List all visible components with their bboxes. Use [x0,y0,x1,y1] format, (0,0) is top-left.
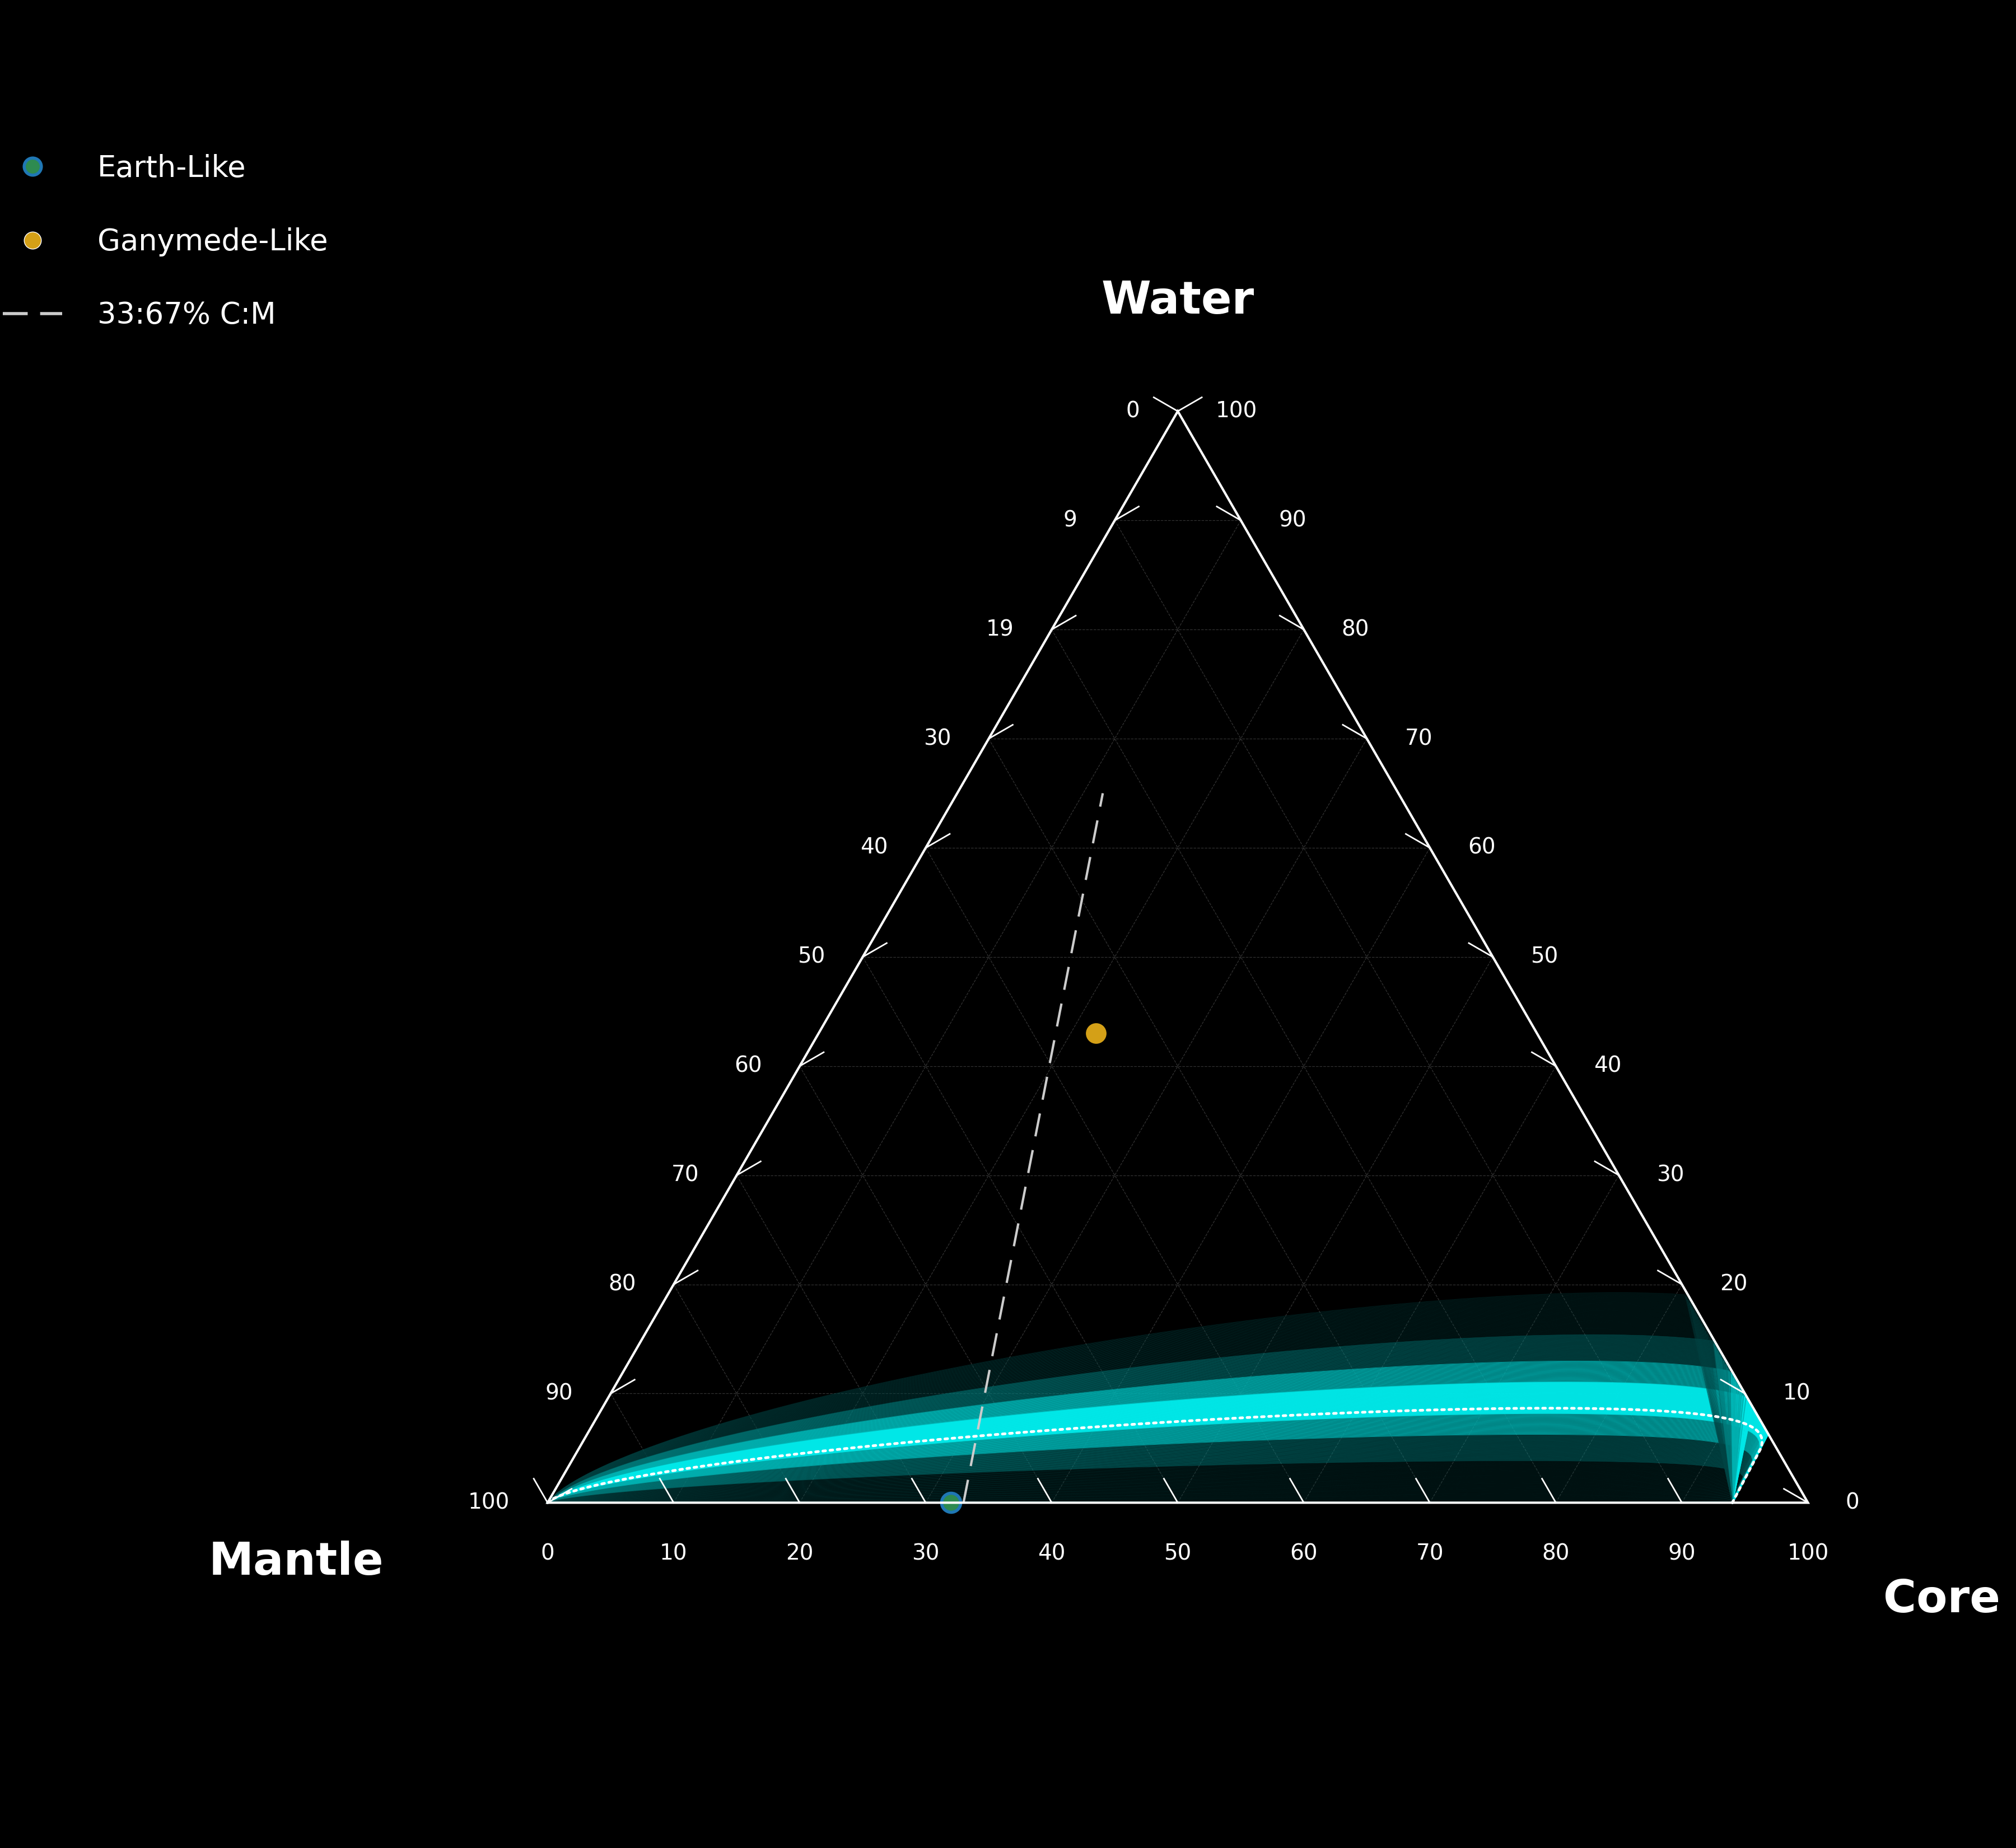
Point [935,1488,968,1517]
Text: 70: 70 [671,1164,700,1186]
Text: 50: 50 [1163,1543,1191,1563]
Text: 30: 30 [1657,1164,1685,1186]
Text: 30: 30 [923,728,952,748]
Text: 100: 100 [1786,1543,1829,1563]
Text: Core: Core [1883,1578,2000,1623]
Text: 60: 60 [1290,1543,1318,1563]
Text: Water: Water [1101,279,1254,323]
Text: 50: 50 [796,946,825,968]
Text: 90: 90 [1667,1543,1695,1563]
Text: 40: 40 [861,837,887,859]
Text: 100: 100 [468,1491,510,1514]
Text: 80: 80 [1341,619,1369,639]
Text: 60: 60 [734,1055,762,1077]
Text: 80: 80 [609,1273,635,1295]
Text: 60: 60 [1468,837,1496,859]
Text: 20: 20 [1720,1273,1748,1295]
Point [1081,1018,1113,1048]
Text: 90: 90 [1278,510,1306,530]
Legend: Earth-Like, Ganymede-Like, 33:67% C:M: Earth-Like, Ganymede-Like, 33:67% C:M [0,124,357,360]
Text: 80: 80 [1542,1543,1570,1563]
Text: 70: 70 [1405,728,1433,748]
Text: 0: 0 [540,1543,554,1563]
Text: 40: 40 [1038,1543,1066,1563]
Text: 40: 40 [1595,1055,1621,1077]
Text: 70: 70 [1415,1543,1443,1563]
Text: 10: 10 [1782,1382,1810,1404]
Text: 20: 20 [786,1543,814,1563]
Text: 10: 10 [659,1543,687,1563]
Text: 30: 30 [911,1543,939,1563]
Text: 0: 0 [1127,401,1139,421]
Text: 90: 90 [544,1382,573,1404]
Text: Mantle: Mantle [210,1541,383,1584]
Text: 0: 0 [1847,1491,1859,1514]
Text: 19: 19 [986,619,1014,639]
Text: 9: 9 [1062,510,1077,530]
Text: 50: 50 [1530,946,1558,968]
Text: 100: 100 [1216,401,1258,421]
